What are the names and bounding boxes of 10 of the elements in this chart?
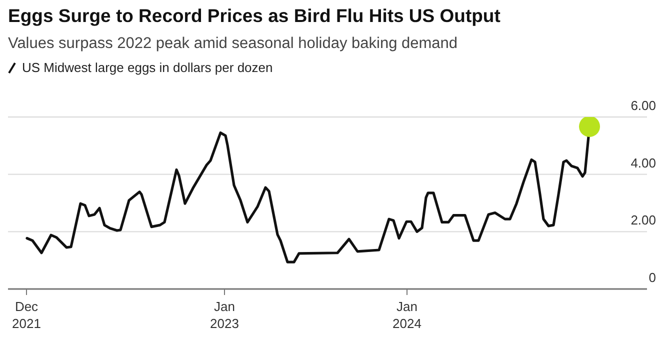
x-tick-label: Jan 2023 xyxy=(210,299,239,331)
legend-label: US Midwest large eggs in dollars per dozen xyxy=(21,60,273,75)
y-tick-label: 2.00 xyxy=(630,212,656,228)
x-tick-label: Jan 2024 xyxy=(392,299,422,331)
y-tick-label: 4.00 xyxy=(630,155,656,170)
chart-subtitle: Values surpass 2022 peak amid seasonal holiday baking demand xyxy=(8,35,458,53)
y-tick-label: 0 xyxy=(648,270,656,285)
x-tick-label: Dec 2021 xyxy=(12,299,41,331)
chart-title: Eggs Surge to Record Prices as Bird Flu Hits US Output xyxy=(8,5,500,27)
y-tick-label: 6.00 xyxy=(630,98,656,113)
